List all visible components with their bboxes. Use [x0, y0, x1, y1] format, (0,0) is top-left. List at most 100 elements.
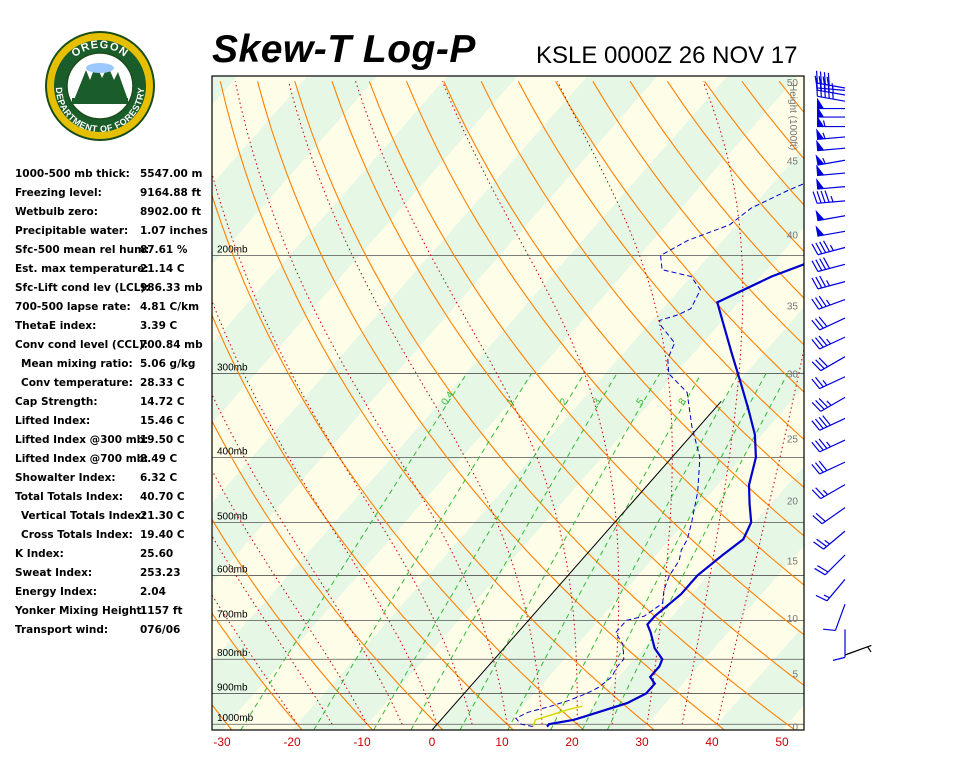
dewpoint-trace	[514, 183, 804, 728]
index-row: Cross Totals Index: 19.40 C	[15, 529, 215, 548]
zero-isotherm	[431, 400, 722, 730]
index-row: Total Totals Index: 40.70 C	[15, 491, 215, 510]
wind-barb	[811, 484, 846, 500]
index-value: 076/06	[140, 624, 181, 636]
dry-adiabat	[212, 313, 514, 730]
dry-adiabat	[256, 81, 725, 730]
index-label: Conv temperature:	[21, 377, 133, 389]
index-row: Sweat Index: 253.23	[15, 567, 215, 586]
dry-adiabat	[555, 81, 804, 393]
mixing-ratio-line	[606, 373, 789, 730]
wind-barb	[817, 106, 845, 118]
index-value: 1.07 inches	[140, 225, 208, 237]
index-row: Cap Strength: 14.72 C	[15, 396, 215, 415]
temperature-tick-label: 50	[775, 735, 789, 749]
dry-adiabat	[212, 518, 373, 730]
isotherm-band	[212, 76, 658, 583]
index-label: Cap Strength:	[15, 396, 98, 408]
index-value: 1157 ft	[140, 605, 183, 617]
wind-barb	[832, 629, 846, 661]
height-axis-title: Height (1000ft)	[787, 84, 798, 150]
isotherm-band	[212, 76, 238, 106]
pressure-label: 900mb	[217, 683, 248, 694]
index-label: Total Totals Index:	[15, 491, 123, 503]
dry-adiabat	[212, 612, 303, 730]
moist-adiabat	[557, 81, 673, 725]
dry-adiabat	[212, 193, 584, 730]
index-value: 21.30 C	[140, 510, 185, 522]
pressure-label: 400mb	[217, 446, 248, 457]
temperature-tick-label: 10	[495, 735, 509, 749]
index-label: Lifted Index:	[15, 415, 91, 427]
station-time-label: KSLE 0000Z 26 NOV 17	[536, 42, 798, 69]
wind-barb	[811, 275, 846, 290]
dry-adiabat	[368, 81, 804, 636]
index-row: Lifted Index @700 mb: 8.49 C	[15, 453, 215, 472]
wind-barb	[813, 530, 846, 550]
height-label: 40	[787, 231, 799, 242]
index-row: Est. max temperature: 21.14 C	[15, 263, 215, 282]
wind-barb	[816, 128, 846, 140]
index-value: 87.61 %	[140, 244, 188, 256]
wind-barb	[811, 356, 846, 372]
index-row: Yonker Mixing Height: 1157 ft	[15, 605, 215, 624]
index-row: Conv cond level (CCL): 700.84 mb	[15, 339, 215, 358]
index-value: 19.40 C	[140, 529, 185, 541]
pressure-label: 700mb	[217, 609, 248, 620]
plot-frame	[211, 75, 805, 731]
moist-adiabat	[212, 393, 403, 725]
index-value: 21.14 C	[140, 263, 185, 275]
wind-barb	[811, 257, 846, 273]
wind-barb	[817, 115, 845, 128]
index-row: Conv temperature: 28.33 C	[15, 377, 215, 396]
wind-barb	[814, 554, 846, 576]
temperature-tick-label: 20	[565, 735, 579, 749]
wind-barb	[815, 83, 846, 102]
isotherm-band	[712, 625, 804, 730]
index-label: K Index:	[15, 548, 64, 560]
wind-barb	[815, 209, 846, 222]
pressure-label: 200mb	[217, 244, 248, 255]
wind-barb	[811, 415, 846, 431]
height-label: 25	[787, 434, 799, 445]
mixing-ratio-line	[410, 373, 618, 730]
index-label: Freezing level:	[15, 187, 102, 199]
index-value: 4.81 C/km	[140, 301, 200, 313]
mixing-ratio-line	[459, 373, 661, 730]
index-label: Yonker Mixing Height:	[15, 605, 146, 617]
wind-barb	[823, 603, 846, 632]
index-label: Transport wind:	[15, 624, 109, 636]
index-row: Lifted Index: 15.46 C	[15, 415, 215, 434]
pressure-label: 1000mb	[217, 713, 254, 724]
index-label: ThetaE index:	[15, 320, 97, 332]
height-label: 5	[792, 670, 798, 681]
dry-adiabat	[405, 81, 804, 586]
index-value: 14.72 C	[140, 396, 185, 408]
wind-barb	[811, 316, 846, 331]
height-label: 10	[787, 614, 799, 625]
index-label: Sfc-500 mean rel hum:	[15, 244, 150, 256]
wind-barb	[811, 438, 846, 453]
moist-adiabat	[234, 81, 508, 725]
index-row: Freezing level: 9164.88 ft	[15, 187, 215, 206]
index-row: Mean mixing ratio: 5.06 g/kg	[15, 358, 215, 377]
index-label: Energy Index:	[15, 586, 97, 598]
index-value: 8902.00 ft	[140, 206, 202, 218]
mixing-ratio-line	[313, 373, 532, 730]
index-row: Showalter Index: 6.32 C	[15, 472, 215, 491]
dry-adiabat	[592, 81, 804, 346]
temperature-tick-label: -10	[353, 735, 371, 749]
temperature-tick-label: 40	[705, 735, 719, 749]
index-value: 3.39 C	[140, 320, 178, 332]
height-label: 20	[787, 497, 799, 508]
pressure-label: 500mb	[217, 511, 248, 522]
isotherm-band	[212, 76, 518, 424]
mixing-ratio-line	[581, 373, 767, 730]
index-value: 253.23	[140, 567, 181, 579]
wind-barb	[815, 225, 846, 237]
mixing-ratio-line	[550, 373, 740, 730]
height-label: 15	[787, 556, 799, 567]
index-row: Transport wind: 076/06	[15, 624, 215, 643]
dry-adiabat	[331, 81, 804, 687]
